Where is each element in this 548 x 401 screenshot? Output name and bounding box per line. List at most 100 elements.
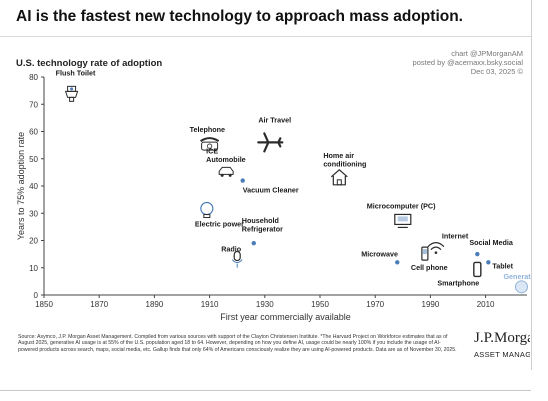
car-body bbox=[218, 166, 234, 175]
data-label-tablet: Tablet bbox=[492, 261, 513, 270]
y-tick-label: 0 bbox=[34, 291, 39, 300]
x-tick-label: 1870 bbox=[90, 300, 108, 309]
data-label-line: conditioning bbox=[323, 159, 366, 168]
data-label-air-travel: Air Travel bbox=[258, 115, 291, 124]
data-point-tablet bbox=[486, 260, 491, 265]
data-label-line: Automobile bbox=[206, 155, 246, 164]
data-label-household-refrigerator: Household Refrigerator bbox=[242, 216, 283, 234]
car-wheel bbox=[228, 173, 232, 177]
data-point-microwave bbox=[395, 260, 400, 265]
y-tick-label: 50 bbox=[29, 155, 38, 164]
page-divider bbox=[0, 390, 531, 391]
data-point-dot bbox=[475, 251, 480, 257]
monitor-screen bbox=[397, 216, 408, 222]
data-label-vacuum-cleaner: Vacuum Cleaner bbox=[243, 186, 299, 195]
phone-handset bbox=[200, 137, 220, 142]
cellphone-screen bbox=[422, 249, 427, 255]
mic-stand bbox=[231, 259, 243, 268]
data-label-electric-power: Electric power bbox=[195, 220, 244, 229]
brand-logo-subtitle: ASSET MANAGEMENT bbox=[474, 350, 530, 359]
page-title: AI is the fastest new technology to appr… bbox=[16, 8, 463, 25]
phone-dial bbox=[207, 143, 213, 149]
airplane-shape bbox=[257, 132, 284, 153]
data-label-generative-ai: Generative AI* bbox=[503, 272, 531, 281]
data-point-social-media bbox=[475, 251, 480, 257]
x-tick-label: 1850 bbox=[35, 300, 53, 309]
data-label-home-air-conditioning: Home air conditioning bbox=[323, 151, 366, 169]
y-tick-label: 40 bbox=[29, 182, 38, 191]
x-tick-label: 1910 bbox=[201, 300, 219, 309]
data-label-line: ICE bbox=[206, 146, 218, 155]
data-label-flush-toilet: Flush Toilet bbox=[56, 68, 96, 77]
credit-line: Dec 03, 2025 © bbox=[470, 67, 523, 76]
data-point-radio bbox=[231, 250, 243, 268]
bulb-base bbox=[203, 214, 211, 219]
wifi-arcs bbox=[427, 242, 445, 251]
data-point-dot bbox=[240, 178, 245, 183]
credit-block: chart @JPMorganAM posted by @acemaxx.bsk… bbox=[413, 49, 523, 76]
phone-body bbox=[201, 141, 219, 151]
data-label-social-media: Social Media bbox=[469, 238, 514, 247]
x-tick-label: 1970 bbox=[366, 300, 384, 309]
toilet-marker bbox=[70, 87, 74, 91]
cellphone-body bbox=[421, 246, 429, 261]
data-label-smartphone: Smartphone bbox=[437, 278, 479, 287]
data-point-flush-toilet bbox=[64, 85, 79, 102]
data-point-ice-automobile bbox=[218, 166, 234, 177]
data-label-line: Refrigerator bbox=[242, 225, 283, 234]
wifi-dot bbox=[434, 251, 438, 254]
y-tick-label: 30 bbox=[29, 209, 38, 218]
x-tick-label: 1890 bbox=[146, 300, 164, 309]
data-point-dot bbox=[486, 260, 491, 265]
brand-logo: J.P.Morgan bbox=[474, 330, 530, 346]
data-point-smartphone bbox=[473, 261, 482, 278]
data-point-internet bbox=[427, 242, 445, 254]
bulb-glass bbox=[200, 201, 214, 216]
car-wheel bbox=[220, 173, 224, 177]
data-point-electric-power bbox=[200, 201, 214, 219]
data-label-line: Household bbox=[242, 216, 279, 225]
data-point-household-refrigerator bbox=[251, 241, 256, 246]
y-tick-label: 20 bbox=[29, 237, 38, 246]
house-outline bbox=[330, 169, 348, 186]
data-label-cell-phone: Cell phone bbox=[411, 263, 448, 272]
mic-head bbox=[233, 250, 241, 262]
data-label-line: Home air bbox=[323, 151, 354, 160]
scatter-chart: 0 10 20 30 40 50 60 70 80 1850 1870 1890 1910 1930 195… bbox=[16, 68, 531, 322]
credit-line: posted by @acemaxx.bsky.social bbox=[412, 58, 523, 67]
data-point-home-air-conditioning bbox=[330, 169, 348, 186]
y-tick-label: 60 bbox=[29, 128, 38, 137]
x-tick-label: 1930 bbox=[256, 300, 274, 309]
x-tick-label: 2010 bbox=[477, 300, 495, 309]
ai-badge bbox=[514, 280, 528, 294]
y-tick-label: 80 bbox=[29, 73, 38, 82]
data-label-ice-automobile: ICE Automobile bbox=[206, 146, 246, 164]
monitor bbox=[394, 213, 412, 226]
source-footnote: Source: Asymco, J.P. Morgan Asset Manage… bbox=[18, 334, 457, 353]
title-divider bbox=[0, 36, 531, 37]
toilet-bowl bbox=[64, 90, 79, 98]
data-point-air-travel bbox=[257, 132, 284, 153]
x-tick-label: 1950 bbox=[311, 300, 329, 309]
data-point-dot bbox=[251, 241, 256, 246]
data-point-microcomputer-pc bbox=[394, 213, 412, 229]
data-label-microwave: Microwave bbox=[361, 249, 398, 258]
data-point-telephone bbox=[200, 137, 220, 151]
data-point-generative-ai bbox=[514, 280, 528, 294]
data-label-radio: Radio bbox=[221, 245, 242, 254]
chart-subtitle: U.S. technology rate of adoption bbox=[16, 58, 163, 69]
credit-line: chart @JPMorganAM bbox=[451, 49, 523, 58]
chart-card: AI is the fastest new technology to appr… bbox=[0, 0, 532, 370]
y-tick-label: 10 bbox=[29, 264, 38, 273]
house-door bbox=[336, 179, 342, 186]
y-axis-label: Years to 75% adoption rate bbox=[16, 132, 26, 240]
data-label-microcomputer-pc: Microcomputer (PC) bbox=[367, 201, 436, 210]
data-label-internet: Internet bbox=[442, 232, 469, 241]
smartphone-body bbox=[473, 261, 482, 278]
x-axis-label: First year commercially available bbox=[220, 312, 351, 322]
y-tick-label: 70 bbox=[29, 100, 38, 109]
data-point-cell-phone bbox=[421, 246, 429, 261]
data-point-vacuum-cleaner bbox=[240, 178, 245, 183]
toilet-base bbox=[69, 96, 75, 102]
data-label-telephone: Telephone bbox=[190, 125, 225, 134]
